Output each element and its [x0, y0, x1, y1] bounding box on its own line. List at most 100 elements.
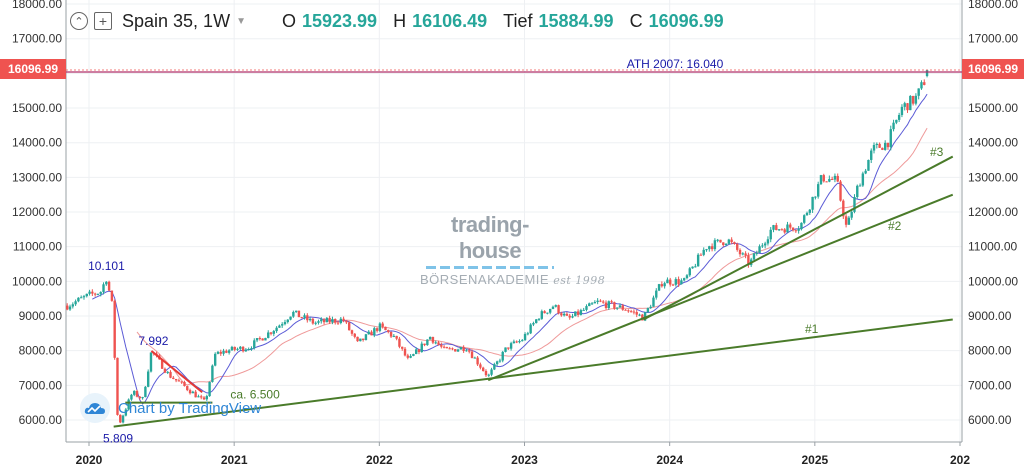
candle-body — [448, 348, 451, 350]
candle-body — [498, 360, 502, 362]
candle-body — [289, 316, 292, 320]
candle-body — [783, 229, 786, 233]
candle-body — [607, 301, 611, 308]
candle-body — [797, 229, 800, 231]
candle-body — [177, 380, 181, 382]
candle-body — [364, 334, 368, 341]
candle-body — [110, 290, 114, 301]
candle-body — [77, 297, 80, 302]
candle-body — [174, 378, 178, 381]
candle-body — [130, 394, 133, 400]
candle-body — [66, 305, 69, 310]
candle-body — [565, 313, 569, 316]
candle-body — [219, 351, 222, 354]
candle-body — [833, 175, 837, 180]
time-tick-label: 2021 — [221, 453, 248, 467]
candle-body — [85, 293, 88, 297]
candle-body — [188, 390, 192, 394]
candle-body — [381, 323, 384, 327]
candle-body — [311, 318, 315, 324]
candle-body — [105, 281, 108, 285]
candle-body — [903, 103, 906, 107]
add-symbol-icon[interactable]: + — [94, 12, 112, 30]
tradingview-cloud-icon — [80, 393, 110, 423]
symbol-title[interactable]: Spain 35, 1W — [122, 10, 231, 31]
candle-body — [213, 353, 217, 366]
candle-body — [535, 319, 538, 324]
candle-body — [646, 308, 650, 313]
candle-body — [373, 328, 376, 336]
candle-body — [663, 283, 666, 287]
candle-body — [532, 323, 535, 325]
candle-body — [551, 306, 555, 309]
candle-body — [719, 239, 722, 243]
candle-body — [811, 196, 814, 210]
candle-body — [261, 338, 264, 341]
candle-body — [456, 349, 460, 352]
candle-body — [490, 369, 493, 375]
chevron-down-icon[interactable]: ▼ — [236, 15, 246, 27]
candle-body — [339, 318, 343, 324]
candle-body — [342, 318, 345, 321]
y-tick-label-left: 12000.00 — [12, 205, 62, 219]
candle-body — [74, 301, 77, 305]
candle-body — [814, 196, 817, 198]
candle-body — [512, 341, 516, 344]
candle-body — [655, 290, 658, 298]
candle-body — [119, 414, 122, 423]
candle-body — [420, 343, 423, 353]
candle-body — [917, 88, 920, 96]
trendline-label: #1 — [805, 322, 819, 336]
candle-body — [526, 333, 530, 335]
candle-body — [314, 322, 317, 324]
candle-body — [744, 253, 747, 256]
candle-body — [440, 344, 443, 347]
tradingview-badge[interactable]: Chart by TradingView — [80, 392, 261, 424]
candle-body — [211, 365, 214, 382]
candle-body — [300, 317, 303, 319]
candle-body — [280, 324, 284, 326]
candle-body — [543, 311, 546, 314]
candle-body — [523, 334, 527, 341]
candle-body — [361, 338, 365, 341]
candle-body — [160, 359, 164, 369]
y-tick-label-right: 12000.00 — [968, 205, 1018, 219]
candle-body — [88, 291, 91, 294]
time-tick-label: 2025 — [801, 453, 828, 467]
downtrend-line — [150, 350, 203, 394]
high-label: H — [393, 10, 407, 31]
y-tick-label-left: 10000.00 — [12, 274, 62, 288]
candle-body — [789, 224, 792, 228]
open-value: 15923.99 — [301, 10, 378, 31]
candle-body — [504, 347, 507, 352]
candle-body — [244, 349, 248, 352]
candle-body — [320, 319, 323, 322]
candle-body — [409, 355, 412, 358]
candle-body — [378, 323, 382, 331]
candle-body — [216, 351, 220, 354]
candle-body — [141, 397, 144, 399]
candle-body — [741, 253, 745, 255]
candle-body — [135, 390, 139, 397]
low-label: Tief — [503, 10, 533, 31]
candle-body — [736, 243, 739, 250]
collapse-icon[interactable]: ⌃ — [70, 12, 88, 30]
candle-body — [604, 302, 608, 308]
candle-body — [275, 327, 278, 332]
y-tick-label-right: 14000.00 — [968, 136, 1018, 150]
candle-body — [417, 349, 421, 353]
candle-body — [593, 301, 597, 304]
candle-body — [691, 266, 694, 269]
candle-body — [347, 322, 351, 331]
y-tick-label-left: 11000.00 — [13, 240, 62, 254]
price-annotation: 10.101 — [88, 259, 125, 273]
candle-body — [680, 280, 683, 285]
candle-body — [278, 325, 281, 328]
candle-body — [113, 300, 116, 358]
candle-body — [197, 396, 200, 398]
candle-body — [403, 348, 407, 356]
candle-body — [844, 216, 848, 225]
candle-body — [596, 300, 599, 302]
candle-body — [292, 311, 295, 317]
